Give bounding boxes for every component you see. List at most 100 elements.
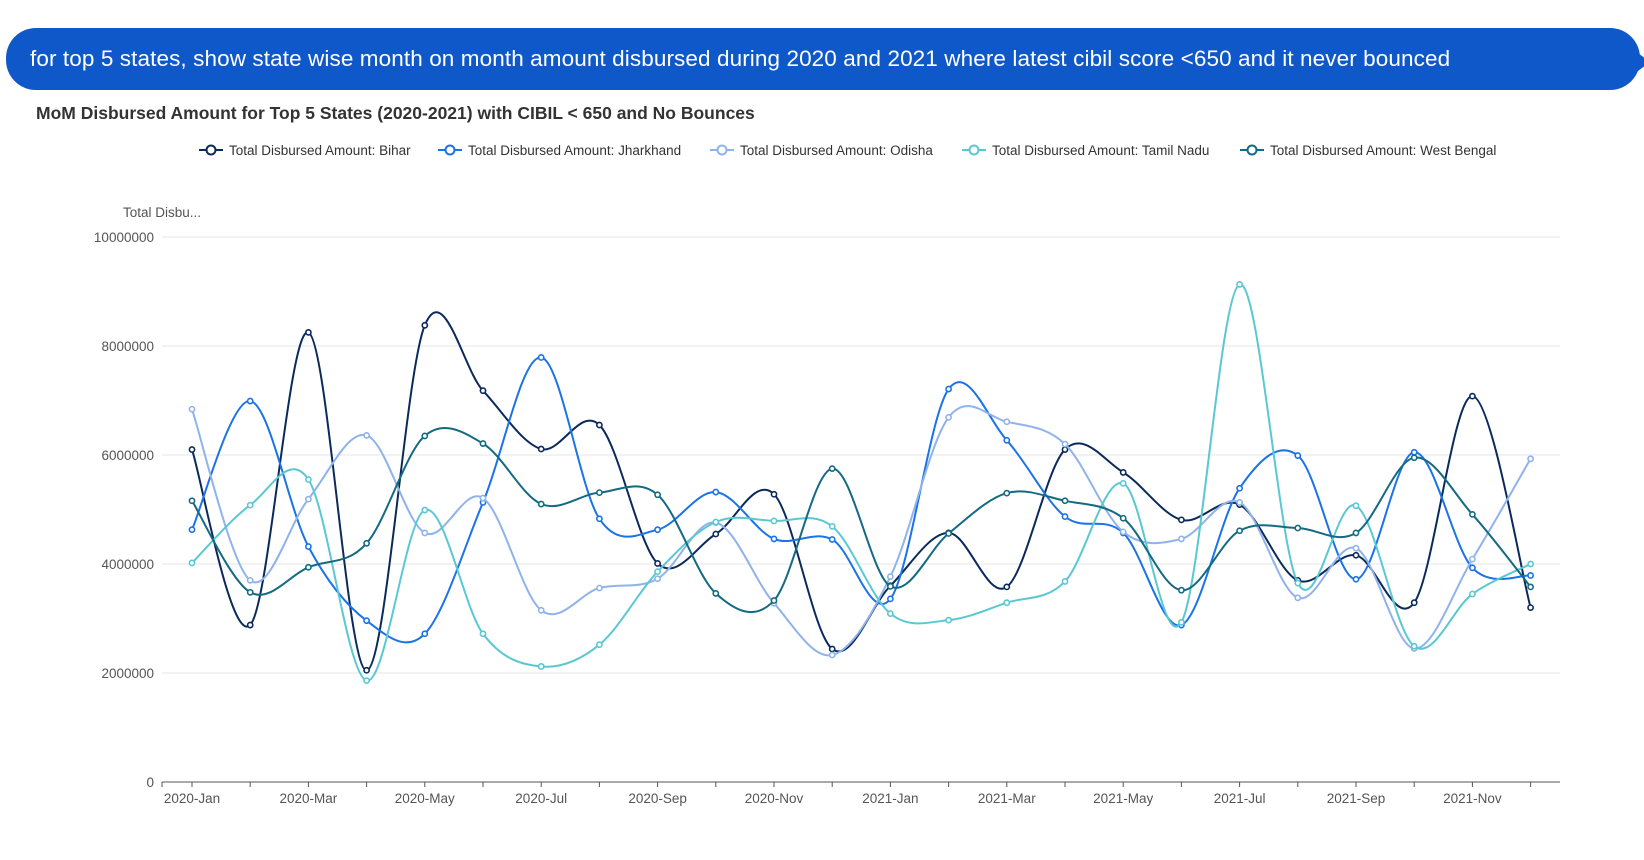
data-point xyxy=(596,421,603,429)
data-point xyxy=(1061,578,1069,585)
data-point xyxy=(828,651,836,659)
data-point xyxy=(1469,392,1476,400)
data-point xyxy=(828,465,836,473)
data-point xyxy=(479,630,487,638)
data-point xyxy=(246,576,254,584)
data-point xyxy=(304,328,312,336)
legend-item[interactable]: Total Disbursed Amount: Bihar xyxy=(199,139,411,161)
bubble-tail xyxy=(1634,50,1644,74)
data-point xyxy=(1527,583,1534,591)
data-point xyxy=(363,431,370,439)
x-tick-label: 2020-Sep xyxy=(628,791,687,806)
data-point xyxy=(828,522,836,530)
data-point xyxy=(1410,448,1418,456)
data-point xyxy=(887,573,894,580)
legend-item[interactable]: Total Disbursed Amount: Odisha xyxy=(710,139,933,161)
data-point xyxy=(1352,502,1360,510)
data-point xyxy=(887,595,894,603)
data-point xyxy=(363,677,370,685)
data-point xyxy=(596,641,603,649)
y-tick-label: 10000000 xyxy=(94,230,154,245)
data-point xyxy=(421,321,429,329)
series-line-2 xyxy=(191,405,1532,657)
y-tick-label: 0 xyxy=(146,775,154,790)
series-line-3 xyxy=(191,283,1532,682)
data-point xyxy=(188,497,196,505)
legend-label: Total Disbursed Amount: West Bengal xyxy=(1270,142,1497,158)
data-point xyxy=(1236,527,1243,535)
data-point xyxy=(596,584,603,592)
chart-title: MoM Disbursed Amount for Top 5 States (2… xyxy=(36,103,755,123)
x-tick-label: 2021-Jul xyxy=(1214,791,1266,806)
data-point xyxy=(1352,529,1360,537)
data-point xyxy=(537,500,545,508)
data-point xyxy=(712,518,720,526)
data-point xyxy=(421,529,429,537)
legend-item[interactable]: Total Disbursed Amount: West Bengal xyxy=(1240,139,1496,161)
x-tick-label: 2020-Nov xyxy=(745,791,804,806)
data-point xyxy=(421,506,429,514)
data-point xyxy=(1527,455,1534,463)
data-point xyxy=(537,445,545,453)
x-tick-label: 2020-Jan xyxy=(164,791,220,806)
legend-marker-icon xyxy=(438,144,462,156)
data-point xyxy=(363,539,370,547)
y-axis-title: Total Disbu... xyxy=(123,205,201,220)
data-point xyxy=(537,606,545,614)
data-point xyxy=(712,488,720,496)
data-point xyxy=(887,610,894,617)
data-point xyxy=(304,476,312,483)
data-point xyxy=(945,413,952,421)
x-tick-label: 2021-Sep xyxy=(1327,791,1386,806)
data-point xyxy=(188,559,196,567)
data-point xyxy=(1178,516,1185,524)
data-point xyxy=(945,385,952,393)
data-point xyxy=(1527,560,1534,568)
data-point xyxy=(654,560,661,567)
data-point xyxy=(770,535,778,543)
user-query-text: for top 5 states, show state wise month … xyxy=(30,46,1451,71)
legend-item[interactable]: Total Disbursed Amount: Tamil Nadu xyxy=(962,139,1209,161)
data-point xyxy=(1061,446,1069,453)
y-tick-label: 4000000 xyxy=(101,557,154,572)
data-point xyxy=(1527,572,1534,579)
data-point xyxy=(363,617,370,625)
data-point xyxy=(654,568,661,576)
data-point xyxy=(479,440,487,447)
data-point xyxy=(1352,544,1360,552)
data-point xyxy=(421,630,429,638)
data-point xyxy=(246,397,254,405)
data-point xyxy=(596,489,603,497)
x-tick-label: 2020-Mar xyxy=(280,791,338,806)
data-point xyxy=(1527,604,1534,611)
data-point xyxy=(654,491,661,499)
data-point xyxy=(1003,489,1011,497)
data-point xyxy=(421,432,429,440)
data-point xyxy=(654,526,661,534)
y-tick-label: 2000000 xyxy=(101,666,154,681)
x-tick-label: 2021-Mar xyxy=(978,791,1036,806)
data-point xyxy=(304,563,312,571)
data-point xyxy=(479,387,487,395)
series-line-4 xyxy=(191,426,1532,613)
data-point xyxy=(1294,594,1302,602)
data-point xyxy=(1410,599,1418,607)
data-point xyxy=(188,526,196,534)
data-point xyxy=(654,575,661,583)
data-point xyxy=(246,621,254,629)
data-point xyxy=(188,405,196,413)
legend-marker-icon xyxy=(710,144,734,156)
data-point xyxy=(1469,590,1476,598)
data-point xyxy=(1294,524,1302,532)
data-point xyxy=(304,495,312,503)
x-tick-label: 2020-May xyxy=(395,791,455,806)
data-point xyxy=(246,501,254,509)
data-point xyxy=(1119,469,1127,476)
data-point xyxy=(1294,579,1302,587)
legend-item[interactable]: Total Disbursed Amount: Jharkhand xyxy=(438,139,681,161)
legend-label: Total Disbursed Amount: Bihar xyxy=(229,142,411,158)
x-tick-label: 2021-Jan xyxy=(862,791,918,806)
data-point xyxy=(1003,436,1011,444)
data-point xyxy=(1003,418,1011,426)
data-point xyxy=(1352,575,1360,583)
